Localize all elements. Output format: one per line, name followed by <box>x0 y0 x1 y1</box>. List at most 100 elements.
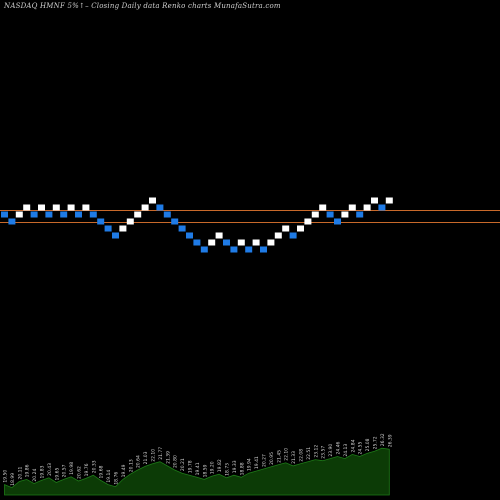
price-label: 19.20 <box>210 461 216 474</box>
price-label: 21.03 <box>143 451 149 464</box>
price-label: 20.11 <box>17 466 23 479</box>
renko-brick <box>60 211 68 218</box>
price-label: 23.90 <box>328 444 334 457</box>
renko-brick <box>126 218 134 225</box>
price-label: 19.33 <box>232 460 238 473</box>
price-label: 20.62 <box>77 466 83 479</box>
renko-brick <box>75 211 82 218</box>
renko-brick <box>52 204 60 211</box>
renko-brick <box>171 218 179 225</box>
renko-brick <box>282 225 290 232</box>
renko-brick <box>156 204 164 211</box>
price-label: 18.99 <box>10 473 16 486</box>
price-label: 20.21 <box>180 458 186 471</box>
renko-brick <box>348 204 356 211</box>
price-label: 19.94 <box>247 458 253 471</box>
price-label: 22.08 <box>299 449 305 462</box>
price-label: 20.24 <box>32 469 38 482</box>
renko-brick <box>45 211 53 218</box>
renko-brick <box>230 246 238 253</box>
renko-brick <box>178 225 186 232</box>
price-label: 18.88 <box>239 462 245 475</box>
price-label: 18.76 <box>114 472 120 485</box>
renko-brick <box>363 204 371 211</box>
renko-brick <box>385 197 393 204</box>
renko-brick <box>311 211 319 218</box>
renko-brick <box>289 232 297 239</box>
renko-brick <box>371 197 378 204</box>
renko-brick <box>326 211 334 218</box>
price-label: 20.57 <box>62 464 68 477</box>
price-label: 21.39 <box>165 451 171 464</box>
renko-brick <box>97 218 105 225</box>
price-label: 19.68 <box>99 465 105 478</box>
price-label: 26.39 <box>387 434 393 447</box>
price-label: 22.10 <box>151 449 157 462</box>
renko-brick <box>208 239 216 246</box>
price-label: 24.46 <box>336 442 342 455</box>
renko-brick <box>1 211 8 218</box>
volume-area-path <box>4 447 390 496</box>
price-label: 20.33 <box>91 460 97 473</box>
renko-brick <box>378 204 386 211</box>
price-label: 22.51 <box>306 447 312 460</box>
price-label: 19.50 <box>3 470 9 483</box>
price-label: 23.12 <box>313 445 319 458</box>
renko-brick <box>193 239 201 246</box>
price-label: 20.95 <box>269 452 275 465</box>
price-label: 18.73 <box>225 463 231 476</box>
header-tail: Closing Daily data Renko charts MunafaSu… <box>91 2 281 10</box>
renko-brick <box>149 197 156 204</box>
renko-brick <box>200 246 208 253</box>
price-label: 19.49 <box>121 464 127 477</box>
price-label: 19.86 <box>25 464 31 477</box>
renko-brick <box>304 218 312 225</box>
price-label: 19.14 <box>106 470 112 483</box>
renko-brick <box>356 211 364 218</box>
price-label: 26.32 <box>380 433 386 446</box>
price-label: 19.41 <box>195 462 201 475</box>
renko-brick <box>82 204 90 211</box>
renko-brick <box>112 232 119 239</box>
renko-bricks <box>1 197 393 253</box>
renko-brick <box>245 246 253 253</box>
renko-brick <box>163 211 171 218</box>
price-labels: 19.50 18.99 20.11 19.86 20.24 19.83 20.43 19.65… <box>3 433 394 486</box>
header-symbol: NASDAQ HMNF <box>4 2 66 10</box>
volume-area <box>4 447 390 496</box>
header-arrow: ↑– <box>79 2 89 10</box>
renko-brick <box>341 211 349 218</box>
renko-brick <box>119 225 127 232</box>
price-label: 19.98 <box>69 462 75 475</box>
renko-brick <box>186 232 193 239</box>
price-label: 22.10 <box>284 448 290 461</box>
renko-brick <box>104 225 112 232</box>
price-label: 20.80 <box>173 455 179 468</box>
price-label: 21.45 <box>276 450 282 463</box>
renko-brick <box>134 211 142 218</box>
price-label: 20.43 <box>47 463 53 476</box>
price-label: 19.82 <box>217 459 223 472</box>
renko-brick <box>237 239 245 246</box>
price-label: 20.64 <box>136 455 142 468</box>
renko-brick <box>89 211 97 218</box>
renko-brick <box>297 225 304 232</box>
renko-brick <box>8 218 16 225</box>
price-label: 23.57 <box>321 446 327 459</box>
renko-brick <box>223 239 230 246</box>
price-label: 19.78 <box>188 460 194 473</box>
renko-brick <box>67 204 75 211</box>
price-label: 24.55 <box>358 442 364 455</box>
price-label: 25.08 <box>365 438 371 451</box>
price-label: 19.41 <box>254 456 260 469</box>
renko-brick <box>215 232 223 239</box>
renko-brick <box>30 211 38 218</box>
renko-brick <box>267 239 275 246</box>
chart-header: NASDAQ HMNF 5%↑– Closing Daily data Renk… <box>4 2 281 10</box>
price-label: 19.76 <box>84 463 90 476</box>
renko-brick <box>23 204 31 211</box>
price-label: 18.59 <box>202 464 208 477</box>
price-label: 19.65 <box>54 468 60 481</box>
price-label: 20.13 <box>128 459 134 472</box>
